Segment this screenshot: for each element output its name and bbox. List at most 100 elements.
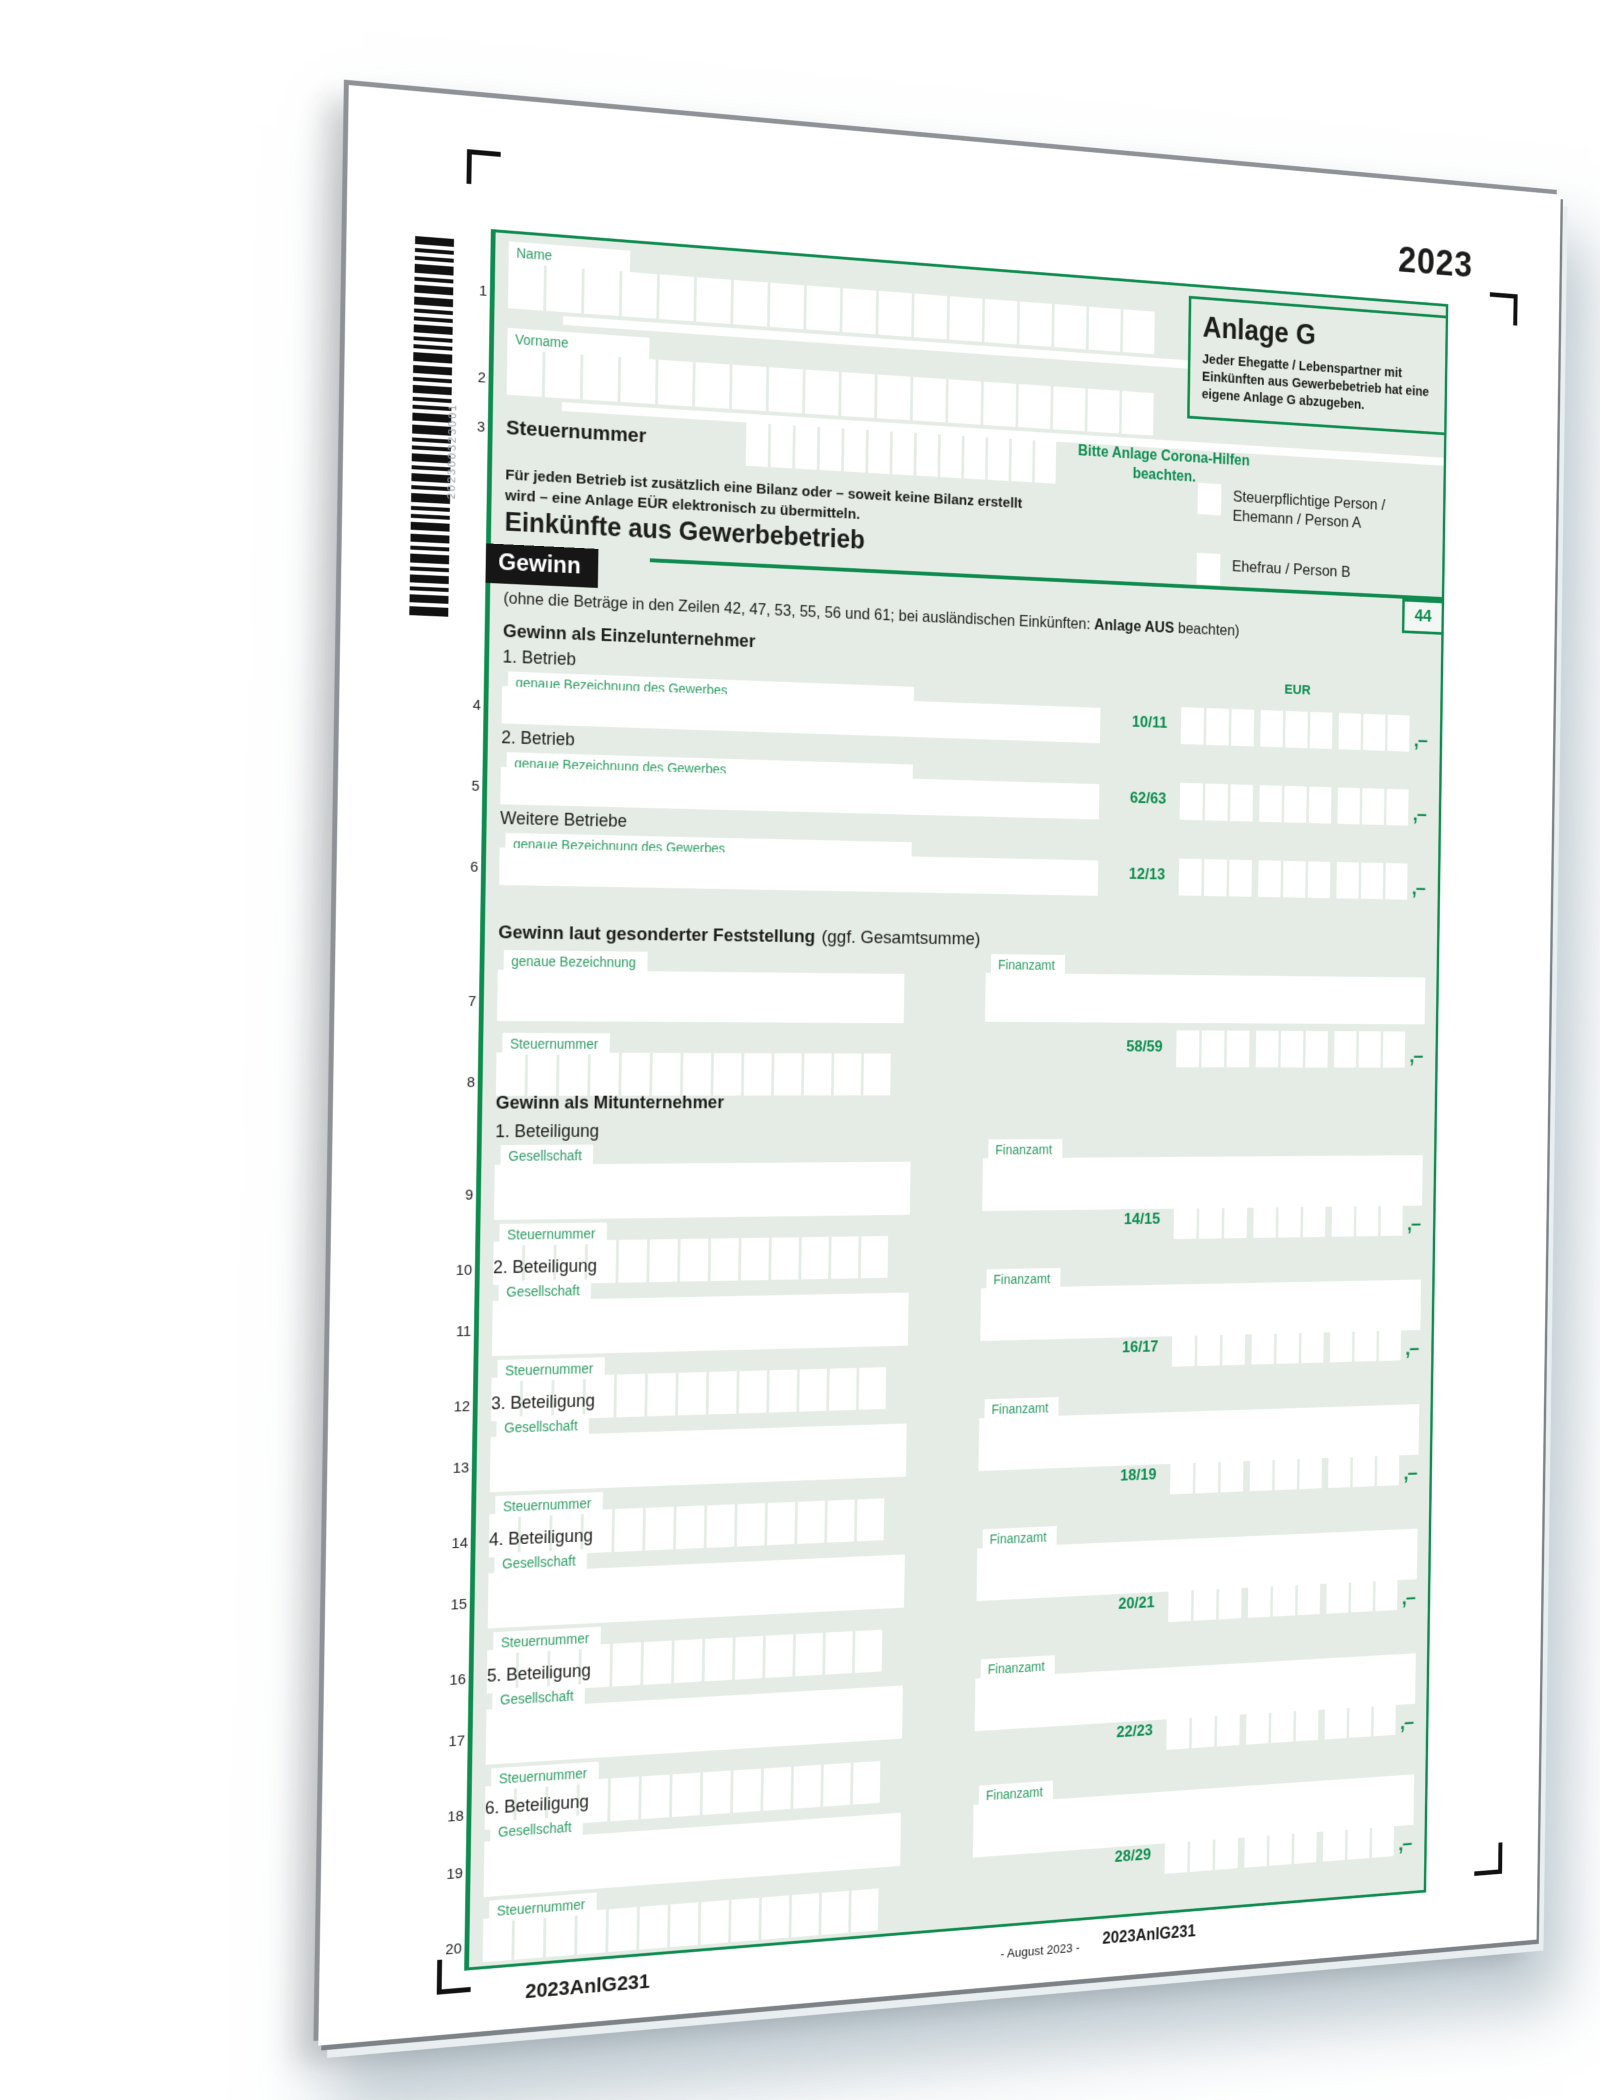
char-box[interactable] <box>582 354 619 402</box>
gesellschaft-field[interactable] <box>493 1161 911 1221</box>
amount-box[interactable] <box>1360 862 1384 900</box>
amount-box[interactable] <box>1178 858 1202 896</box>
char-box[interactable] <box>841 372 875 418</box>
amount-boxes[interactable] <box>1179 782 1414 826</box>
char-box[interactable] <box>878 290 912 337</box>
amount-box[interactable] <box>1259 710 1283 748</box>
amount-box[interactable] <box>1361 788 1385 825</box>
char-box[interactable] <box>1121 390 1154 436</box>
amount-box[interactable] <box>1284 710 1308 749</box>
amount-box[interactable] <box>1201 1030 1225 1068</box>
amount-box[interactable] <box>1229 784 1253 822</box>
amount-box[interactable] <box>1304 1030 1328 1068</box>
amount-box[interactable] <box>1338 712 1361 750</box>
amount-box[interactable] <box>1333 1031 1357 1068</box>
char-box[interactable] <box>731 364 767 412</box>
amount-box[interactable] <box>1194 1455 1219 1494</box>
amount-box[interactable] <box>1276 1326 1299 1364</box>
char-box[interactable] <box>819 426 842 472</box>
char-box[interactable] <box>506 349 543 397</box>
person-a-checkbox[interactable] <box>1197 482 1222 516</box>
amount-box[interactable] <box>1196 1328 1220 1367</box>
char-box[interactable] <box>1018 383 1051 430</box>
amount-box[interactable] <box>1193 1582 1217 1621</box>
amount-box[interactable] <box>1179 782 1203 821</box>
char-box[interactable] <box>482 1916 513 1963</box>
char-box[interactable] <box>850 1888 879 1933</box>
char-box[interactable] <box>913 293 948 340</box>
steuernummer-input-boxes[interactable] <box>495 1052 891 1096</box>
person-b-checkbox[interactable] <box>1196 552 1221 586</box>
char-box[interactable] <box>821 1890 849 1935</box>
amount-box[interactable] <box>1283 785 1307 823</box>
amount-box[interactable] <box>1247 1580 1271 1618</box>
amount-box[interactable] <box>1324 1701 1347 1740</box>
char-box[interactable] <box>940 433 962 479</box>
char-box[interactable] <box>694 362 730 409</box>
char-box[interactable] <box>1034 439 1057 484</box>
amount-box[interactable] <box>1350 1575 1373 1613</box>
amount-box[interactable] <box>1198 1201 1222 1239</box>
char-box[interactable] <box>892 430 915 476</box>
char-box[interactable] <box>652 1052 681 1096</box>
char-box[interactable] <box>761 1895 790 1940</box>
amount-boxes[interactable] <box>1173 1199 1409 1240</box>
amount-box[interactable] <box>1223 1201 1247 1239</box>
amount-box[interactable] <box>1382 1031 1405 1068</box>
amount-box[interactable] <box>1385 788 1409 826</box>
char-box[interactable] <box>495 1052 526 1096</box>
amount-box[interactable] <box>1327 1450 1351 1489</box>
char-box[interactable] <box>769 282 805 330</box>
amount-box[interactable] <box>1274 1452 1298 1491</box>
amount-box[interactable] <box>1228 859 1252 897</box>
amount-box[interactable] <box>1374 1573 1398 1612</box>
amount-box[interactable] <box>1252 1201 1276 1238</box>
amount-box[interactable] <box>1167 1583 1192 1623</box>
char-box[interactable] <box>987 436 1010 481</box>
char-box[interactable] <box>948 379 982 425</box>
amount-box[interactable] <box>1173 1201 1197 1240</box>
char-box[interactable] <box>804 369 840 416</box>
char-box[interactable] <box>983 381 1017 427</box>
char-box[interactable] <box>984 298 1018 345</box>
amount-box[interactable] <box>1169 1456 1193 1495</box>
amount-box[interactable] <box>1189 1833 1213 1872</box>
char-box[interactable] <box>795 424 818 470</box>
amount-box[interactable] <box>1329 1325 1353 1363</box>
char-box[interactable] <box>1087 388 1120 434</box>
amount-box[interactable] <box>1322 1823 1346 1862</box>
char-box[interactable] <box>544 352 581 400</box>
char-box[interactable] <box>1122 309 1155 355</box>
char-box[interactable] <box>876 374 911 421</box>
amount-box[interactable] <box>1354 1324 1377 1362</box>
amount-box[interactable] <box>1378 1324 1401 1362</box>
amount-box[interactable] <box>1270 1704 1294 1744</box>
amount-boxes[interactable] <box>1171 1324 1408 1367</box>
char-box[interactable] <box>791 1893 820 1938</box>
char-box[interactable] <box>546 265 582 314</box>
amount-box[interactable] <box>1297 1577 1320 1616</box>
char-box[interactable] <box>1088 306 1121 352</box>
amount-box[interactable] <box>1282 860 1306 898</box>
amount-box[interactable] <box>1352 1449 1375 1488</box>
amount-box[interactable] <box>1362 713 1386 751</box>
char-box[interactable] <box>590 1052 620 1096</box>
amount-box[interactable] <box>1376 1449 1400 1487</box>
char-box[interactable] <box>1019 301 1053 347</box>
amount-box[interactable] <box>1299 1451 1322 1490</box>
char-box[interactable] <box>916 432 939 477</box>
amount-boxes[interactable] <box>1169 1449 1406 1495</box>
char-box[interactable] <box>713 1053 742 1096</box>
char-box[interactable] <box>657 359 693 407</box>
amount-box[interactable] <box>1245 1706 1269 1745</box>
char-box[interactable] <box>669 1902 699 1948</box>
amount-box[interactable] <box>1373 1698 1396 1737</box>
amount-box[interactable] <box>1307 861 1331 899</box>
char-box[interactable] <box>584 268 620 317</box>
amount-box[interactable] <box>1371 1819 1394 1858</box>
amount-box[interactable] <box>1249 1453 1273 1492</box>
amount-box[interactable] <box>1171 1329 1195 1367</box>
amount-box[interactable] <box>1325 1576 1349 1614</box>
amount-box[interactable] <box>1221 1328 1246 1366</box>
char-box[interactable] <box>620 357 656 405</box>
